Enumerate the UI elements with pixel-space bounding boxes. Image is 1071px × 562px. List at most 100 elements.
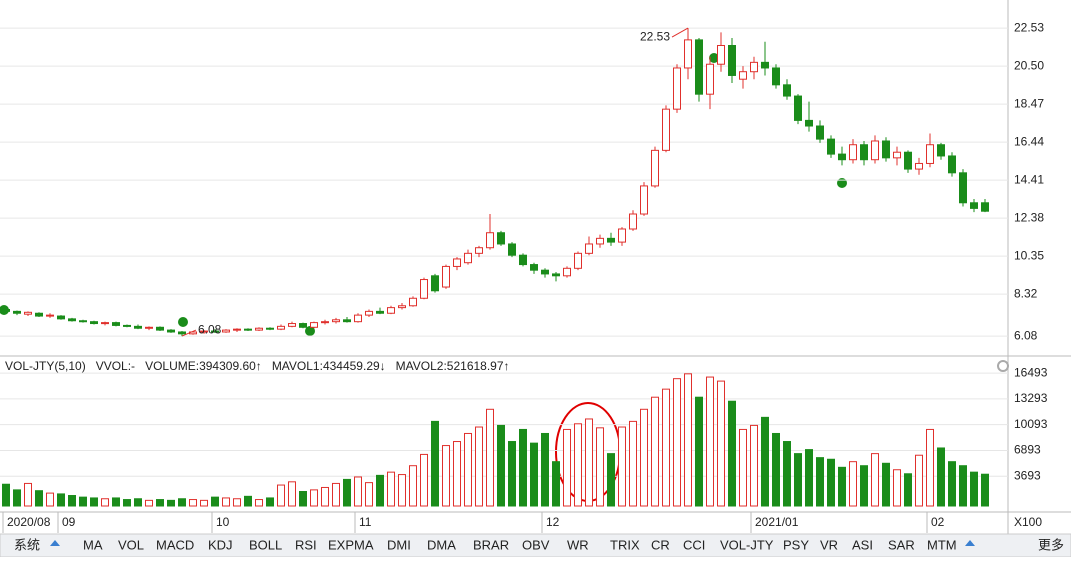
candle-body — [530, 264, 538, 271]
candle-body — [288, 323, 296, 327]
volume-bar — [2, 483, 10, 507]
candle-body — [629, 213, 637, 230]
candle-body — [68, 318, 76, 322]
indicator-tab[interactable]: VOL — [118, 537, 144, 552]
indicator-tab[interactable]: SAR — [888, 537, 915, 552]
tab-arrow[interactable] — [50, 540, 60, 546]
min-leader — [181, 329, 197, 337]
y-tick-label: 6.08 — [1014, 328, 1038, 342]
indicator-tab[interactable]: ASI — [852, 537, 873, 552]
max-annotation: 22.53 — [640, 29, 670, 43]
candle-body — [640, 185, 648, 215]
candle-body — [112, 322, 120, 326]
indicator-tab[interactable]: VOL-JTY — [720, 537, 774, 552]
volume-bar — [607, 453, 615, 507]
indicator-tab[interactable]: OBV — [522, 537, 550, 552]
candle-body — [277, 325, 285, 330]
volume-bar — [761, 416, 769, 507]
candle-body — [475, 247, 483, 254]
volume-bar — [90, 497, 98, 507]
candle-body — [145, 326, 153, 329]
settings-icon[interactable] — [997, 360, 1009, 372]
volume-name: VOL-JTY(5,10) — [5, 359, 86, 373]
candle-body — [860, 144, 868, 161]
y-tick-label: 16493 — [1014, 365, 1048, 379]
candle-body — [178, 331, 186, 335]
volume-bar — [915, 454, 923, 507]
candle-body — [937, 144, 945, 157]
x-tick-label: 10 — [216, 515, 230, 529]
volume-bar — [717, 380, 725, 507]
volume-bar — [134, 498, 142, 507]
volume-bar — [574, 423, 582, 507]
y-tick-label: 20.50 — [1014, 58, 1044, 72]
indicator-tab[interactable]: BOLL — [249, 537, 282, 552]
system-tab[interactable]: 系统 — [14, 537, 40, 552]
volume-bar — [200, 499, 208, 507]
candle-body — [805, 119, 813, 127]
volume-bar — [948, 461, 956, 507]
candle-body — [200, 330, 208, 333]
candle-body — [167, 329, 175, 333]
volume-bar — [387, 471, 395, 507]
candle-body — [893, 151, 901, 159]
candle-body — [79, 320, 87, 323]
volume-bar — [277, 484, 285, 507]
volume-bar — [541, 432, 549, 507]
candle-body — [596, 237, 604, 245]
volume-bar — [629, 420, 637, 507]
indicator-tab[interactable]: PSY — [783, 537, 809, 552]
candle-body — [453, 258, 461, 267]
volume-bar — [178, 498, 186, 507]
indicator-tab[interactable]: BRAR — [473, 537, 509, 552]
volume-bar — [288, 481, 296, 507]
indicator-tab[interactable]: VR — [820, 537, 838, 552]
y-tick-label: 6893 — [1014, 443, 1041, 457]
indicator-tab[interactable]: EXPMA — [328, 537, 374, 552]
y-tick-label: 10.35 — [1014, 248, 1044, 262]
tab-arrow[interactable] — [965, 540, 975, 546]
candle-body — [354, 314, 362, 323]
volume-bar — [101, 498, 109, 507]
indicator-tab[interactable]: CCI — [683, 537, 705, 552]
indicator-tab[interactable]: MACD — [156, 537, 194, 552]
candle-body — [464, 252, 472, 264]
volume-bar — [618, 426, 626, 507]
volume-bar — [343, 478, 351, 507]
candle-body — [750, 61, 758, 73]
more-tab[interactable]: 更多 — [1038, 537, 1064, 552]
y-tick-label: 13293 — [1014, 391, 1048, 405]
indicator-tab[interactable]: MA — [83, 537, 103, 552]
candle-body — [365, 310, 373, 316]
volume-bar — [46, 492, 54, 507]
volume-bar — [354, 476, 362, 507]
volume-bar — [662, 388, 670, 507]
volume-bar — [79, 496, 87, 507]
indicator-tab[interactable]: MTM — [927, 537, 957, 552]
indicator-tab[interactable]: WR — [567, 537, 589, 552]
volume-bar — [937, 447, 945, 507]
volume-bar — [970, 471, 978, 507]
candle-body — [343, 319, 351, 323]
volume-bar — [673, 378, 681, 507]
volume-bar — [486, 408, 494, 507]
candle-body — [123, 324, 131, 327]
volume-bar — [772, 432, 780, 507]
volume-bar — [13, 489, 21, 507]
volume-bar — [189, 499, 197, 507]
indicator-tab[interactable]: DMA — [427, 537, 456, 552]
indicator-tab[interactable]: TRIX — [610, 537, 640, 552]
indicator-tab[interactable]: DMI — [387, 537, 411, 552]
candle-body — [981, 202, 989, 212]
legend-entry: VOLUME:394309.60↑ — [145, 359, 262, 373]
y-tick-label: 12.38 — [1014, 210, 1044, 224]
volume-bar — [519, 428, 527, 507]
volume-bar — [981, 473, 989, 507]
indicator-tab[interactable]: CR — [651, 537, 670, 552]
candle-body — [299, 323, 307, 328]
max-leader — [671, 27, 689, 38]
y-tick-label: 14.41 — [1014, 172, 1044, 186]
candle-body — [156, 326, 164, 331]
indicator-tab[interactable]: KDJ — [208, 537, 233, 552]
indicator-tab[interactable]: RSI — [295, 537, 317, 552]
